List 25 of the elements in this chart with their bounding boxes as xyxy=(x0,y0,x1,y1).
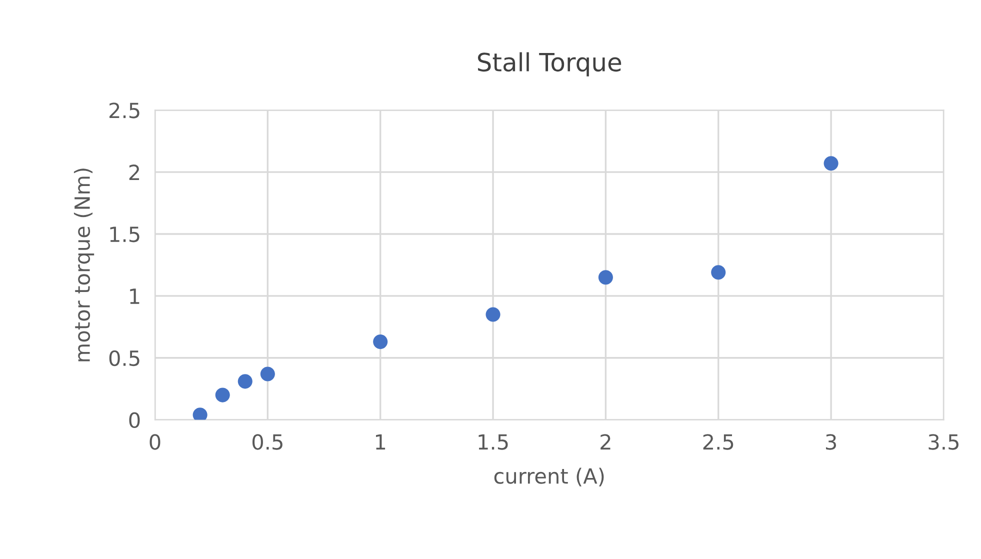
y-tick-label: 2 xyxy=(129,164,140,180)
x-tick-label: 3 xyxy=(826,434,836,450)
x-tick-label: 2 xyxy=(600,434,610,450)
point xyxy=(824,156,838,171)
y-axis-title: motor torque (Nm) xyxy=(74,168,94,362)
y-tick-label: 1.5 xyxy=(110,226,140,242)
y-tick-label: 1 xyxy=(130,288,140,304)
x-tick-label: 3.5 xyxy=(928,434,958,450)
point xyxy=(260,366,275,382)
point xyxy=(215,388,230,402)
x-axis-title: current (A) xyxy=(494,468,604,486)
x-tick-label: 2.5 xyxy=(703,434,734,450)
point xyxy=(486,307,500,322)
x-tick-label: 0.5 xyxy=(252,434,282,450)
point xyxy=(711,265,726,280)
point xyxy=(598,270,613,285)
point xyxy=(238,374,252,389)
y-tick-label: 2.5 xyxy=(110,102,140,118)
x-tick-label: 1.5 xyxy=(478,434,508,450)
y-tick-label: 0 xyxy=(129,412,140,428)
x-tick-label: 0 xyxy=(150,434,160,450)
x-tick-label: 1 xyxy=(376,434,386,450)
y-tick-label: 0.5 xyxy=(109,350,140,366)
chart-title: Stall Torque xyxy=(478,52,622,76)
point xyxy=(373,334,388,350)
